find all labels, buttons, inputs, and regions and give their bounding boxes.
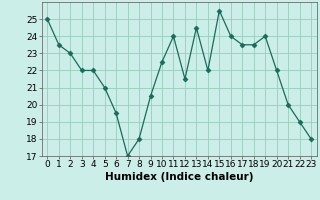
X-axis label: Humidex (Indice chaleur): Humidex (Indice chaleur) (105, 172, 253, 182)
